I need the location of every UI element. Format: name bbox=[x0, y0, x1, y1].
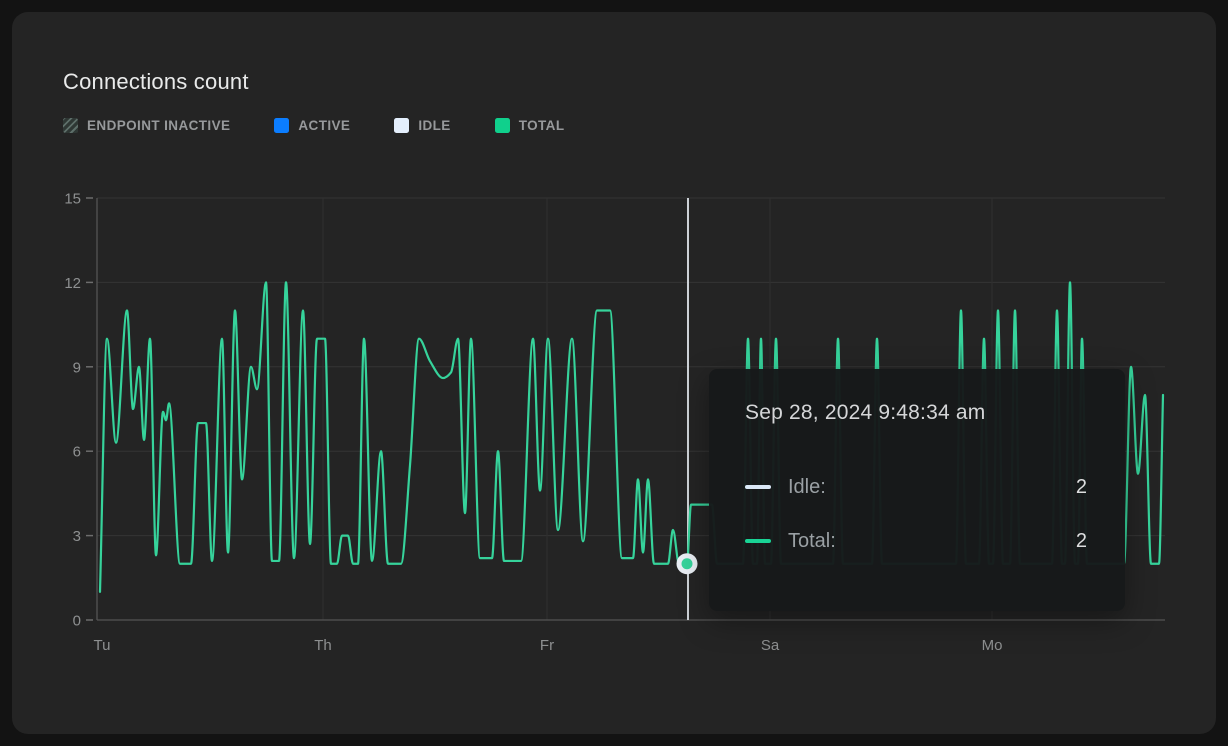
legend: ENDPOINT INACTIVE ACTIVE IDLE TOTAL bbox=[63, 118, 565, 133]
legend-item-idle[interactable]: IDLE bbox=[394, 118, 450, 133]
y-axis-label: 15 bbox=[64, 191, 81, 208]
legend-label-idle: IDLE bbox=[418, 118, 451, 133]
legend-label-total: TOTAL bbox=[518, 118, 565, 133]
y-axis-label: 9 bbox=[73, 359, 81, 376]
endpoint-inactive-swatch-icon bbox=[63, 118, 78, 133]
y-axis-label: 6 bbox=[73, 444, 81, 461]
marker-dot-icon bbox=[681, 558, 693, 570]
x-axis-label: Fr bbox=[540, 637, 554, 654]
x-axis-label: Mo bbox=[982, 637, 1003, 654]
tooltip-value-idle: 2 bbox=[1075, 475, 1087, 498]
x-axis-label: Sa bbox=[761, 637, 780, 654]
connections-count-card: Connections count ENDPOINT INACTIVE ACTI… bbox=[12, 12, 1216, 734]
chart-tooltip: Sep 28, 2024 9:48:34 am Idle: 2 Total: 2 bbox=[709, 369, 1125, 611]
total-dash-icon bbox=[745, 539, 771, 543]
legend-item-active[interactable]: ACTIVE bbox=[274, 118, 350, 133]
tooltip-label-idle: Idle: bbox=[788, 475, 826, 498]
idle-swatch-icon bbox=[394, 118, 410, 133]
tooltip-value-total: 2 bbox=[1075, 529, 1087, 552]
x-axis-label: Th bbox=[314, 637, 332, 654]
chart-title: Connections count bbox=[63, 69, 249, 94]
tooltip-timestamp: Sep 28, 2024 9:48:34 am bbox=[745, 401, 986, 424]
total-swatch-icon bbox=[494, 118, 510, 133]
connections-chart-svg[interactable]: 0 3 6 9 12 15 Tu Th Fr Sa Mo bbox=[12, 12, 1216, 734]
tooltip-label-total: Total: bbox=[788, 529, 836, 552]
tooltip-row-idle: Idle: 2 bbox=[745, 473, 1087, 501]
idle-dash-icon bbox=[745, 485, 771, 489]
y-axis-label: 3 bbox=[73, 528, 81, 545]
legend-label-active: ACTIVE bbox=[298, 118, 351, 133]
y-axis-label: 12 bbox=[64, 275, 81, 292]
connections-chart[interactable]: 0 3 6 9 12 15 Tu Th Fr Sa Mo bbox=[12, 12, 1216, 734]
legend-item-endpoint-inactive[interactable]: ENDPOINT INACTIVE bbox=[63, 118, 230, 133]
legend-label-endpoint-inactive: ENDPOINT INACTIVE bbox=[87, 118, 231, 133]
tooltip-row-total: Total: 2 bbox=[745, 527, 1087, 555]
y-axis-label: 0 bbox=[73, 613, 81, 630]
active-swatch-icon bbox=[274, 118, 290, 133]
x-axis-label: Tu bbox=[94, 637, 111, 654]
legend-item-total[interactable]: TOTAL bbox=[494, 118, 565, 133]
